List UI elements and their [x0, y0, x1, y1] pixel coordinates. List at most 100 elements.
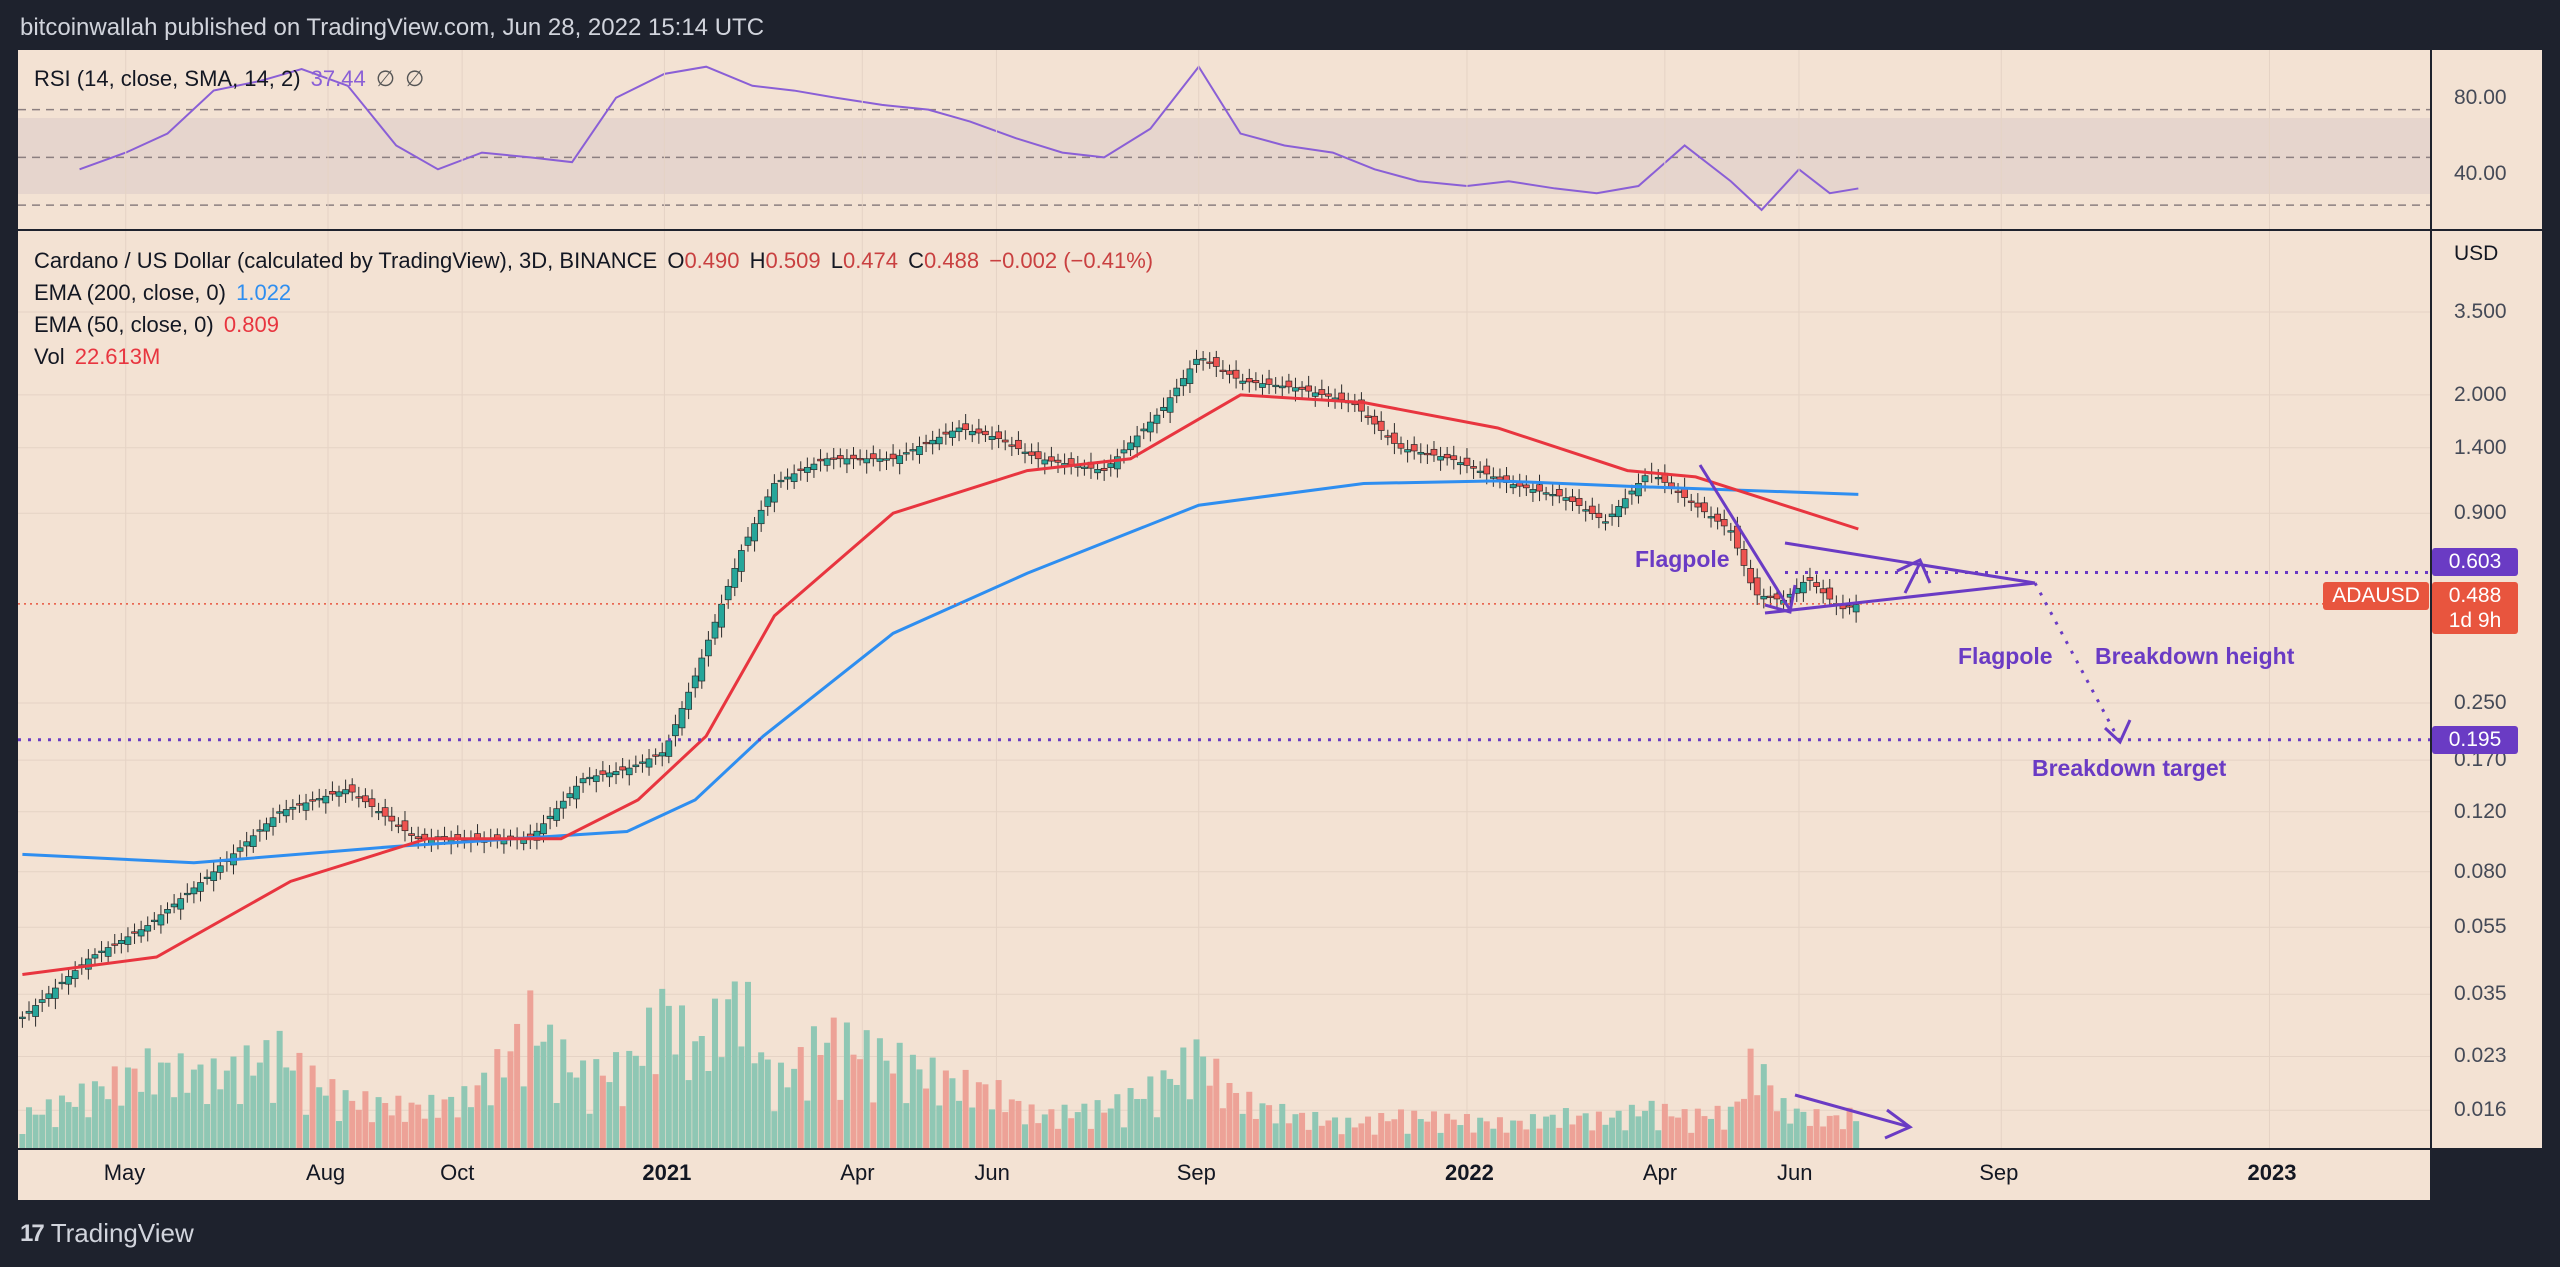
volume-bar [1219, 1108, 1226, 1148]
volume-bar [1615, 1110, 1622, 1148]
volume-bar [1503, 1132, 1510, 1148]
volume-bar [1114, 1094, 1121, 1148]
volume-bar [533, 1045, 540, 1148]
volume-bar [744, 981, 751, 1148]
volume-bar [1200, 1056, 1207, 1148]
volume-bar [415, 1104, 422, 1148]
volume-bar [1028, 1104, 1035, 1148]
rsi-hide-icon[interactable]: ∅ [375, 66, 396, 91]
tradingview-logo[interactable]: 17 TradingView [20, 1218, 194, 1249]
price-tick-label: 0.055 [2454, 915, 2507, 939]
volume-bar [1358, 1123, 1365, 1148]
volume-bar [705, 1070, 712, 1148]
candle-body [1740, 549, 1748, 566]
candle-body [1212, 357, 1220, 367]
volume-bar [1424, 1121, 1431, 1148]
candle-body [678, 708, 686, 729]
candle-body [1186, 368, 1194, 384]
volume-bar [843, 1022, 850, 1148]
candle-body [91, 954, 99, 959]
volume-bar [1635, 1116, 1642, 1148]
volume-bar [1147, 1076, 1154, 1148]
volume-bar [19, 1134, 26, 1148]
volume-bar [758, 1052, 765, 1148]
price-grid [18, 50, 2430, 1148]
volume-bar [467, 1107, 474, 1148]
volume-legend[interactable]: Vol 22.613M [34, 344, 160, 370]
volume-bar [1397, 1109, 1404, 1148]
volume-bar [1213, 1058, 1220, 1148]
candle-body [1767, 595, 1774, 598]
volume-bar [1740, 1098, 1747, 1148]
volume-bar [270, 1102, 277, 1148]
candle-body [909, 449, 917, 452]
volume-bar [336, 1121, 343, 1148]
volume-bar [105, 1099, 112, 1148]
candle-body [1239, 380, 1247, 384]
candle-body [1338, 392, 1345, 401]
candle-body [777, 479, 785, 483]
volume-bar [45, 1099, 52, 1148]
volume-bar [1173, 1084, 1180, 1148]
volume-bar [388, 1115, 395, 1148]
volume-bar [401, 1121, 408, 1148]
volume-bar [1806, 1125, 1813, 1148]
ohlc-o-label: O [667, 248, 685, 273]
volume-bar [1582, 1113, 1589, 1148]
volume-bar [1120, 1127, 1127, 1148]
candle-body [1278, 385, 1286, 389]
volume-bar [78, 1083, 85, 1148]
candle-body [1094, 469, 1101, 474]
volume-bar [1490, 1128, 1497, 1148]
volume-bar [1351, 1127, 1358, 1148]
candle-body [157, 914, 165, 926]
candle-body [276, 811, 283, 814]
volume-bar [210, 1058, 217, 1148]
candle-body [1476, 470, 1484, 473]
upside-arrow-shaft [1903, 562, 1922, 594]
candle-body [592, 775, 600, 782]
volume-bar [903, 1103, 910, 1148]
candle-body [111, 943, 119, 946]
volume-bar [606, 1082, 613, 1148]
candle-body [625, 767, 633, 776]
volume-bar [1318, 1125, 1325, 1148]
volume-bar [784, 1087, 791, 1148]
volume-bar [1734, 1101, 1741, 1148]
volume-bar [540, 1041, 547, 1148]
rsi-settings-icon[interactable]: ∅ [405, 66, 425, 91]
volume-bar [1022, 1124, 1029, 1148]
volume-bar [1437, 1132, 1444, 1148]
symbol-title[interactable]: Cardano / US Dollar (calculated by Tradi… [34, 248, 658, 273]
volume-bar [157, 1062, 164, 1148]
candle-body [388, 815, 396, 822]
candle-body [639, 761, 646, 764]
breakdown-projection [2033, 582, 2122, 743]
volume-bar [1272, 1123, 1279, 1148]
volume-bar [870, 1102, 877, 1148]
candle-body [810, 463, 818, 471]
volume-bar [494, 1049, 501, 1148]
volume-bar [1365, 1116, 1372, 1148]
volume-bar [1338, 1134, 1345, 1148]
candle-body [408, 833, 415, 836]
volume-bar [738, 1046, 745, 1148]
candle-body [573, 785, 580, 800]
candle-body [1166, 397, 1174, 413]
ema50-legend[interactable]: EMA (50, close, 0) 0.809 [34, 312, 279, 338]
candle-body [1048, 456, 1055, 462]
candle-body [1457, 462, 1464, 466]
candle-body [665, 740, 673, 757]
candle-body [949, 430, 956, 438]
volume-bar [652, 1074, 659, 1148]
volume-bar [144, 1048, 151, 1148]
candle-body [1654, 476, 1662, 480]
breakdown-target-tag: 0.195 [2432, 726, 2518, 754]
candle-body [1443, 453, 1451, 459]
candle-body [836, 455, 844, 460]
ema200-legend[interactable]: EMA (200, close, 0) 1.022 [34, 280, 291, 306]
candle-body [1635, 483, 1642, 497]
volume-bar [118, 1105, 125, 1148]
candle-body [263, 823, 270, 832]
